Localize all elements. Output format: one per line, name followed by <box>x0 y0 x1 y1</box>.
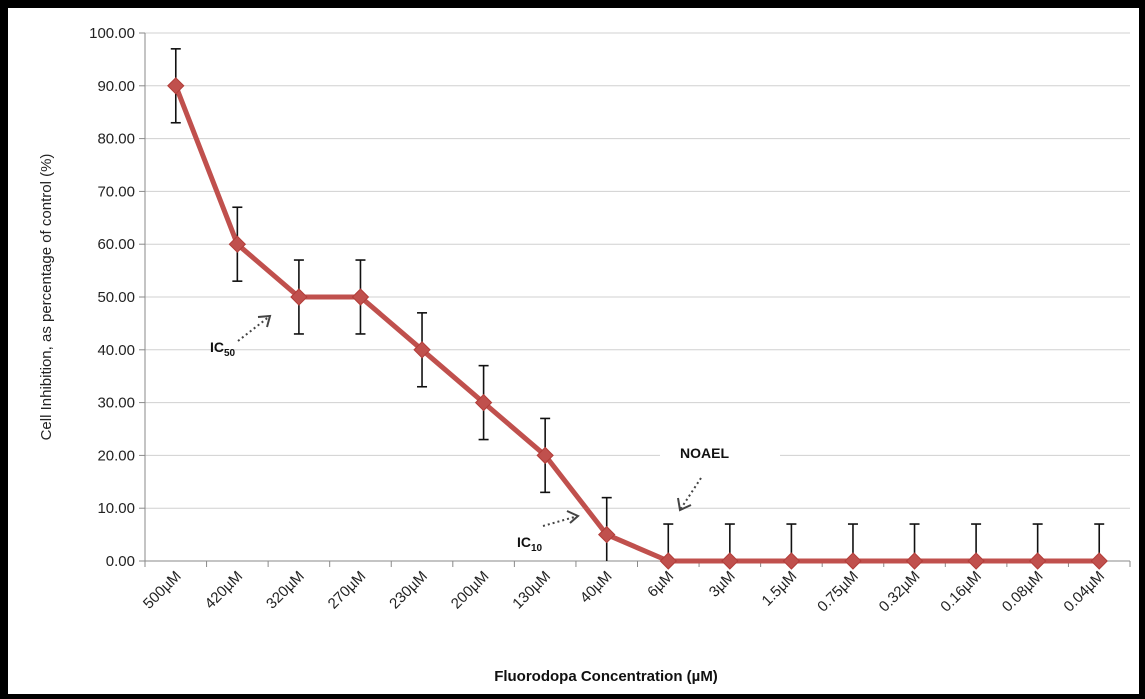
y-tick-label: 50.00 <box>97 289 135 306</box>
data-point <box>782 552 801 570</box>
x-tick-label: 230µM <box>386 568 431 613</box>
y-tick-label: 90.00 <box>97 78 135 95</box>
chart-frame: 0.00 10.00 20.00 30.00 40.00 50.00 60.00 70.00 8… <box>8 8 1139 694</box>
data-point <box>844 552 862 570</box>
noael-arrow <box>679 477 702 511</box>
noael-label: NOAEL <box>680 445 729 461</box>
x-tick-label: 40µM <box>577 568 616 607</box>
data-point <box>721 552 739 570</box>
y-tick-label: 10.00 <box>97 500 135 517</box>
x-tick-label: 0.04µM <box>1060 568 1108 616</box>
y-tick-label: 70.00 <box>97 183 135 200</box>
data-point <box>905 552 924 570</box>
y-tick-label: 0.00 <box>106 553 135 570</box>
data-point <box>351 288 370 306</box>
ic50-label: IC50 <box>210 339 236 359</box>
data-point <box>413 341 431 359</box>
y-tick-label: 30.00 <box>97 395 135 412</box>
data-point <box>967 552 985 570</box>
y-tick-label: 80.00 <box>97 131 135 148</box>
ic10-label: IC10 <box>517 534 543 554</box>
ic50-annotation: IC50 <box>210 314 272 359</box>
noael-arrowhead <box>677 497 692 512</box>
x-tick-label: 130µM <box>509 568 554 613</box>
ic10-annotation: IC10 <box>517 510 580 554</box>
ic50-arrow <box>237 315 271 342</box>
x-tick-label: 0.75µM <box>814 568 862 616</box>
series-line <box>173 84 1100 564</box>
data-point <box>1028 552 1047 570</box>
data-point <box>536 446 554 465</box>
x-tick-label: 6µM <box>644 568 677 601</box>
x-tick-label: 420µM <box>202 568 247 613</box>
y-tick-label: 60.00 <box>97 236 135 253</box>
ic10-arrow <box>542 515 579 527</box>
x-tick-label: 270µM <box>325 568 370 613</box>
x-axis-title: Fluorodopa Concentration (µM) <box>494 668 718 685</box>
noael-label-bg <box>660 440 780 464</box>
ic10-arrowhead <box>566 510 580 524</box>
gridlines <box>145 32 1130 509</box>
x-tick-labels: 500µM 420µM 320µM 270µM 230µM 200µM 130µM 40µM 6… <box>140 561 1131 616</box>
y-tick-label: 40.00 <box>97 342 135 359</box>
x-tick-label: 0.16µM <box>937 568 985 616</box>
data-point <box>598 525 616 544</box>
y-tick-label: 20.00 <box>97 447 135 464</box>
data-markers <box>167 77 1108 570</box>
x-tick-label: 0.08µM <box>999 568 1047 616</box>
x-tick-label: 1.5µM <box>759 568 801 610</box>
y-tick-labels: 0.00 10.00 20.00 30.00 40.00 50.00 60.00 70.00 8… <box>89 25 145 570</box>
data-point <box>228 235 247 253</box>
x-tick-label: 320µM <box>263 568 308 613</box>
ic50-arrowhead <box>257 314 272 328</box>
data-point <box>1090 552 1108 570</box>
data-point <box>290 288 308 306</box>
x-tick-label: 3µM <box>706 568 739 601</box>
y-tick-label: 100.00 <box>89 25 135 42</box>
error-bars <box>170 48 1105 561</box>
data-point <box>474 393 493 412</box>
x-tick-label: 500µM <box>140 568 185 613</box>
noael-annotation: NOAEL <box>660 440 780 512</box>
data-point <box>659 552 677 570</box>
x-tick-label: 200µM <box>448 568 493 613</box>
line-chart: 0.00 10.00 20.00 30.00 40.00 50.00 60.00 70.00 8… <box>38 25 1131 685</box>
y-axis-title: Cell Inhibition, as percentage of contro… <box>38 154 55 441</box>
x-tick-label: 0.32µM <box>876 568 924 616</box>
data-point <box>167 77 185 95</box>
